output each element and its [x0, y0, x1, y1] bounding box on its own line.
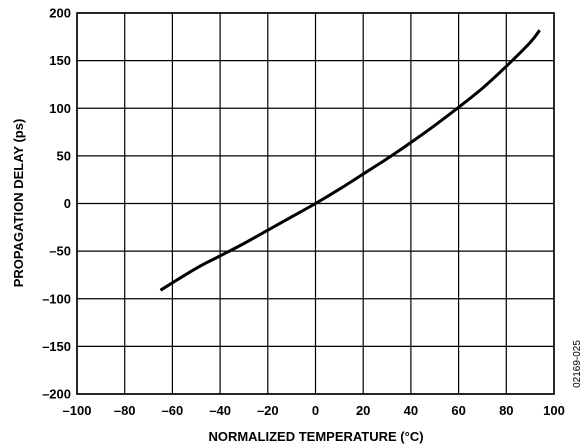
x-tick-label-8: 60 — [451, 403, 465, 418]
propagation-delay-curve — [159, 29, 541, 292]
figure-id: 02169-025 — [572, 340, 583, 388]
x-tick-label-5: 0 — [312, 403, 319, 418]
x-tick-label-3: –40 — [209, 403, 231, 418]
y-axis-label: PROPAGATION DELAY (ps) — [11, 119, 26, 288]
y-tick-label-1: 150 — [49, 53, 71, 68]
y-tick-label-2: 100 — [49, 101, 71, 116]
x-tick-label-10: 100 — [543, 403, 565, 418]
y-tick-labels: 200 150 100 50 0 –50 –100 –150 –200 — [42, 6, 71, 402]
y-tick-label-6: –100 — [42, 291, 71, 306]
plot-frame — [76, 12, 555, 395]
y-tick-label-3: 50 — [57, 148, 71, 163]
x-tick-labels: –100 –80 –60 –40 –20 0 20 40 60 80 100 — [63, 403, 565, 418]
x-tick-label-9: 80 — [499, 403, 513, 418]
x-tick-label-0: –100 — [63, 403, 92, 418]
x-tick-label-7: 40 — [404, 403, 418, 418]
y-tick-label-4: 0 — [64, 196, 71, 211]
x-tick-label-4: –20 — [257, 403, 279, 418]
y-tick-label-8: –200 — [42, 387, 71, 402]
y-tick-label-5: –50 — [49, 244, 71, 259]
x-tick-label-6: 20 — [356, 403, 370, 418]
y-tick-label-0: 200 — [49, 6, 71, 21]
x-tick-label-1: –80 — [114, 403, 136, 418]
x-axis-label: NORMALIZED TEMPERATURE (°C) — [208, 429, 423, 444]
y-tick-label-7: –150 — [42, 339, 71, 354]
x-tick-label-2: –60 — [162, 403, 184, 418]
